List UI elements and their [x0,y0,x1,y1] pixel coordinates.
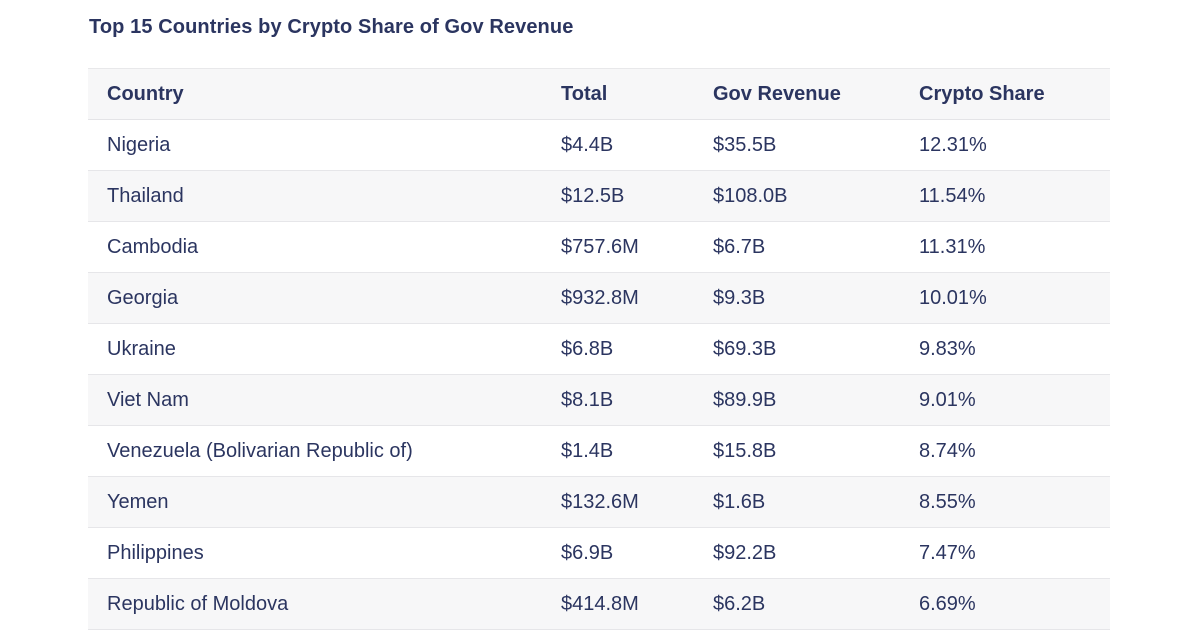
table-row: Cambodia $757.6M $6.7B 11.31% [88,221,1110,273]
table-row: Venezuela (Bolivarian Republic of) $1.4B $… [88,425,1110,477]
cell-gov-revenue: $15.8B [713,439,777,462]
cell-crypto-share: 11.54% [919,184,986,207]
cell-country: Cambodia [107,235,199,258]
page-title: Top 15 Countries by Crypto Share of Gov … [89,16,574,38]
cell-gov-revenue: $92.2B [713,541,777,564]
cell-country: Ukraine [107,337,176,360]
table-row: Yemen $132.6M $1.6B 8.55% [88,476,1110,528]
cell-total: $6.8B [561,337,614,360]
cell-total: $12.5B [561,184,625,207]
cell-crypto-share: 6.69% [919,592,976,615]
country-table: Country Total Gov Revenue Crypto Share N… [88,68,1110,630]
column-header-gov-revenue[interactable]: Gov Revenue [713,82,841,105]
cell-country: Venezuela (Bolivarian Republic of) [107,439,413,462]
cell-gov-revenue: $9.3B [713,286,766,309]
cell-total: $757.6M [561,235,639,258]
cell-crypto-share: 9.01% [919,388,976,411]
cell-crypto-share: 9.83% [919,337,976,360]
table-row: Nigeria $4.4B $35.5B 12.31% [88,119,1110,171]
table-row: Republic of Moldova $414.8M $6.2B 6.69% [88,578,1110,630]
table-row: Philippines $6.9B $92.2B 7.47% [88,527,1110,579]
cell-country: Viet Nam [107,388,189,411]
cell-crypto-share: 11.31% [919,235,986,258]
cell-gov-revenue: $6.7B [713,235,766,258]
table-row: Ukraine $6.8B $69.3B 9.83% [88,323,1110,375]
table-row: Georgia $932.8M $9.3B 10.01% [88,272,1110,324]
table-header-row: Country Total Gov Revenue Crypto Share [88,68,1110,120]
cell-crypto-share: 7.47% [919,541,976,564]
column-header-country[interactable]: Country [107,82,184,105]
table-row: Thailand $12.5B $108.0B 11.54% [88,170,1110,222]
cell-gov-revenue: $108.0B [713,184,788,207]
cell-total: $932.8M [561,286,639,309]
cell-country: Philippines [107,541,204,564]
cell-total: $1.4B [561,439,614,462]
cell-gov-revenue: $35.5B [713,133,777,156]
table-body: Nigeria $4.4B $35.5B 12.31% Thailand $12.5B $1… [88,119,1110,630]
cell-country: Georgia [107,286,179,309]
cell-total: $132.6M [561,490,639,513]
cell-gov-revenue: $89.9B [713,388,777,411]
cell-crypto-share: 10.01% [919,286,987,309]
country-table-container: Country Total Gov Revenue Crypto Share N… [88,68,1110,630]
cell-country: Yemen [107,490,169,513]
cell-total: $8.1B [561,388,614,411]
cell-gov-revenue: $1.6B [713,490,766,513]
cell-gov-revenue: $6.2B [713,592,766,615]
column-header-crypto-share[interactable]: Crypto Share [919,82,1045,105]
cell-total: $6.9B [561,541,614,564]
cell-country: Nigeria [107,133,171,156]
cell-country: Thailand [107,184,184,207]
cell-crypto-share: 8.55% [919,490,976,513]
cell-total: $4.4B [561,133,614,156]
cell-crypto-share: 12.31% [919,133,987,156]
table-row: Viet Nam $8.1B $89.9B 9.01% [88,374,1110,426]
table-header: Country Total Gov Revenue Crypto Share [88,68,1110,120]
cell-country: Republic of Moldova [107,592,289,615]
cell-total: $414.8M [561,592,639,615]
column-header-total[interactable]: Total [561,82,608,105]
cell-gov-revenue: $69.3B [713,337,777,360]
cell-crypto-share: 8.74% [919,439,976,462]
